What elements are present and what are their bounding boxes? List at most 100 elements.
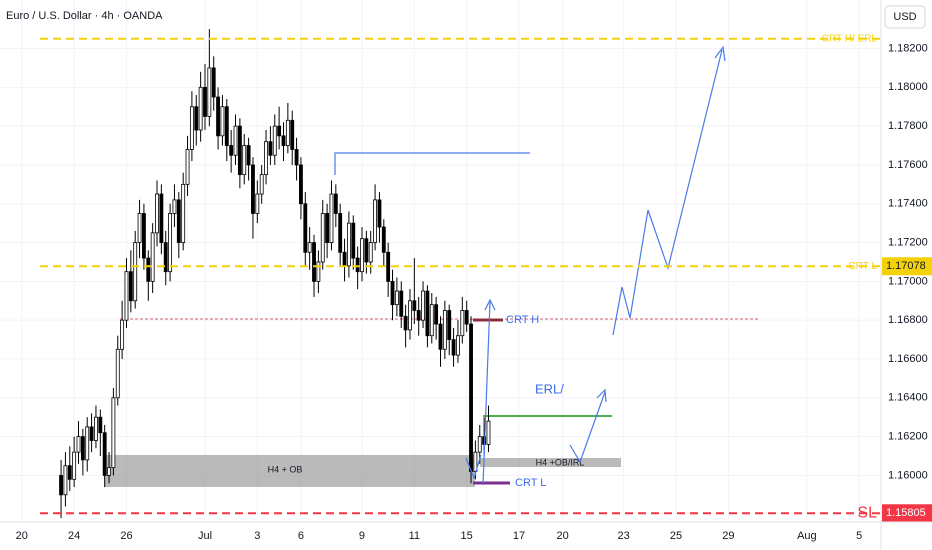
arrow-head (714, 45, 726, 62)
projection-path (612, 49, 723, 336)
arrow-head (484, 298, 496, 311)
y-tick-label: 1.16400 (888, 392, 928, 404)
erl-label: ERL/ (535, 381, 564, 396)
candle-body (342, 251, 347, 267)
candle-body (185, 149, 190, 185)
candle-body (325, 213, 330, 243)
y-tick-label: 1.16200 (888, 431, 928, 443)
candle-body (355, 257, 360, 273)
x-tick-label: 24 (68, 530, 80, 542)
candle-body (98, 416, 103, 434)
candle-body (259, 174, 264, 195)
y-tick-label: 1.16600 (888, 353, 928, 365)
candle-body (416, 310, 421, 321)
candle-body (216, 96, 220, 137)
currency-label[interactable]: USD (893, 11, 916, 23)
candle-body (277, 125, 282, 137)
x-tick-label: 25 (670, 530, 682, 542)
price-tag (882, 257, 932, 276)
candle-body (224, 106, 229, 146)
x-tick-label: 3 (254, 530, 260, 542)
candle-body (233, 125, 238, 156)
crt-high-label: CRT H (506, 314, 539, 326)
candle-body (346, 222, 351, 267)
candle-body (451, 339, 456, 356)
candle-body (268, 141, 273, 156)
candle-body (255, 193, 260, 214)
candle-body (76, 436, 81, 453)
candle-body (390, 280, 395, 306)
candle-body (94, 416, 98, 441)
candle-body (364, 238, 369, 263)
level-label: CRT H/ ERL (822, 33, 878, 44)
candle-body (146, 257, 151, 282)
candle-body (333, 193, 338, 214)
candle-body (486, 420, 491, 445)
candles (59, 29, 491, 519)
projection-path (482, 301, 491, 486)
candle-body (373, 199, 378, 243)
candle-body (115, 348, 120, 399)
candle-body (386, 251, 391, 282)
candle-body (111, 397, 116, 469)
candle-body (264, 141, 268, 176)
candle-body (299, 164, 303, 205)
candle-body (124, 271, 129, 321)
candle-body (377, 199, 382, 228)
x-tick-label: 6 (298, 530, 304, 542)
price-tag (882, 504, 932, 523)
candle-body (460, 310, 465, 337)
y-tick-label: 1.18000 (888, 81, 928, 93)
candle-body (316, 261, 321, 282)
candle-body (229, 145, 234, 156)
candle-body (198, 86, 203, 131)
candle-body (242, 145, 247, 176)
candle-body (447, 310, 452, 340)
candle-body (438, 323, 443, 350)
x-tick-label: 5 (856, 530, 862, 542)
candle-body (220, 106, 225, 137)
candle-body (307, 242, 312, 253)
candle-body (381, 226, 386, 253)
x-tick-label: 9 (359, 530, 365, 542)
projection-path (569, 391, 606, 464)
candle-body (63, 465, 68, 496)
order-block (480, 458, 621, 467)
candle-body (203, 86, 207, 117)
candle-body (133, 242, 138, 302)
level-label: CRT L (848, 261, 877, 272)
candle-body (237, 125, 242, 176)
candle-body (251, 164, 255, 214)
order-block (105, 455, 475, 487)
price-tag-label: 1.15805 (886, 507, 926, 519)
candle-body (72, 451, 77, 480)
x-tick-label: Jul (198, 530, 212, 542)
candle-body (399, 290, 404, 317)
candle-body (456, 335, 460, 356)
candle-body (408, 300, 412, 331)
currency-button[interactable] (884, 5, 926, 29)
arrow-head (596, 388, 607, 403)
projection (465, 45, 726, 486)
candle-body (128, 271, 133, 302)
candle-body (141, 213, 146, 259)
order-block-label: H4 + OB (268, 464, 303, 474)
candle-body (59, 475, 63, 496)
candle-body (207, 67, 212, 117)
x-tick-label: Aug (797, 530, 817, 542)
projection-path (465, 454, 482, 480)
candle-body (368, 242, 373, 263)
candle-body (150, 232, 155, 282)
x-tick-label: 15 (461, 530, 473, 542)
candle-body (189, 106, 194, 150)
candle-body (194, 106, 199, 131)
candle-body (303, 203, 308, 253)
candle-body (67, 465, 72, 480)
candle-body (312, 242, 316, 282)
x-tick-label: 20 (16, 530, 28, 542)
y-tick-label: 1.17600 (888, 159, 928, 171)
candle-body (294, 149, 299, 166)
candle-body (442, 310, 447, 350)
axes: 1.16000 1.16200 1.16400 1.16600 1.16800 1.170… (16, 42, 928, 541)
